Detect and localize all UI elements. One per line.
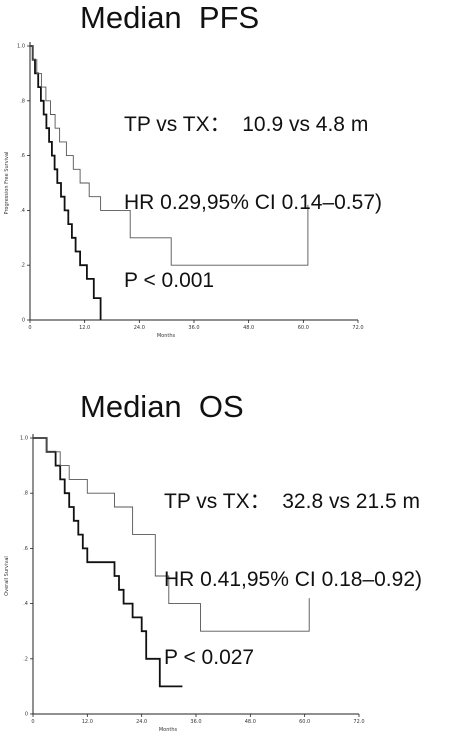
os-x-tick-label: 12.0: [82, 719, 93, 725]
pfs-panel: Median PFS 0 12.0 24.0 36.0 48.0 60.0 72.0 0 .2.…: [0, 0, 453, 360]
pfs-x-tick-label: 12.0: [79, 325, 90, 331]
pfs-y-axis-title: Progression Free Survival: [4, 152, 10, 215]
os-y-tick-label: 1.0: [20, 436, 28, 442]
os-stats: TP vs TX： 32.8 vs 21.5 m HR 0.41,95% CI …: [164, 437, 446, 723]
pfs-x-tick-label: 36.0: [188, 325, 199, 331]
pfs-y-tick-label: .8: [20, 98, 25, 104]
pfs-curve-bold: [30, 45, 102, 320]
pfs-x-tick-label: 48.0: [243, 325, 254, 331]
os-y-axis-title: Overall Survival: [4, 556, 10, 596]
pfs-x-tick-label: 60.0: [298, 325, 309, 331]
os-stat-hr: HR 0.41,95% CI 0.18–0.92): [164, 568, 422, 591]
pfs-y-tick-label: 0: [22, 318, 25, 324]
os-panel: Median OS 0 12.0 24.0 36.0 48.0 60.0 72.0 0 .2 .4…: [0, 385, 453, 734]
os-x-axis-title: Months: [159, 727, 178, 733]
pfs-km-plot: 0 12.0 24.0 36.0 48.0 60.0 72.0 0 .2 .4 .6 .8 1.0 Mon…: [4, 42, 364, 339]
os-x-tick-label: 24.0: [136, 719, 147, 725]
os-y-tick-label: .8: [23, 491, 28, 497]
os-x-tick-label: 0: [31, 719, 34, 725]
os-x-tick-label: 48.0: [245, 719, 256, 725]
pfs-x-tick-label: 24.0: [134, 325, 145, 331]
pfs-stat-median: TP vs TX： 10.9 vs 4.8 m: [124, 113, 369, 136]
os-km-plot: 0 12.0 24.0 36.0 48.0 60.0 72.0 0 .2 .4 .6 .8 1.0 Mon…: [4, 434, 365, 733]
pfs-y-tick-label: .6: [20, 153, 25, 159]
os-title: Median OS: [80, 389, 244, 424]
pfs-stat-p: P < 0.001: [124, 269, 215, 292]
pfs-x-axis-title: Months: [157, 333, 176, 339]
os-x-tick-label: 60.0: [299, 719, 310, 725]
os-y-tick-label: .6: [23, 546, 28, 552]
pfs-title: Median PFS: [80, 0, 260, 35]
os-x-tick-label: 36.0: [190, 719, 201, 725]
pfs-x-tick-label: 72.0: [352, 325, 363, 331]
os-x-tick-label: 72.0: [353, 719, 364, 725]
os-stat-p: P < 0.027: [164, 646, 255, 669]
os-y-tick-label: .2: [23, 656, 28, 662]
os-y-tick-label: 0: [25, 712, 28, 718]
os-curve-thin: [33, 437, 310, 632]
pfs-y-tick-label: 1.0: [17, 44, 25, 50]
pfs-x-tick-label: 0: [28, 325, 31, 331]
pfs-stats: TP vs TX： 10.9 vs 4.8 m HR 0.29,95% CI 0…: [124, 60, 396, 346]
pfs-stat-hr: HR 0.29,95% CI 0.14–0.57): [124, 191, 382, 214]
pfs-y-tick-label: .2: [20, 263, 25, 269]
pfs-y-tick-label: .4: [20, 208, 25, 214]
pfs-curve-thin: [30, 45, 309, 266]
os-stat-median: TP vs TX： 32.8 vs 21.5 m: [164, 490, 420, 513]
os-curve-bold: [33, 437, 183, 688]
os-y-tick-label: .4: [23, 601, 28, 607]
